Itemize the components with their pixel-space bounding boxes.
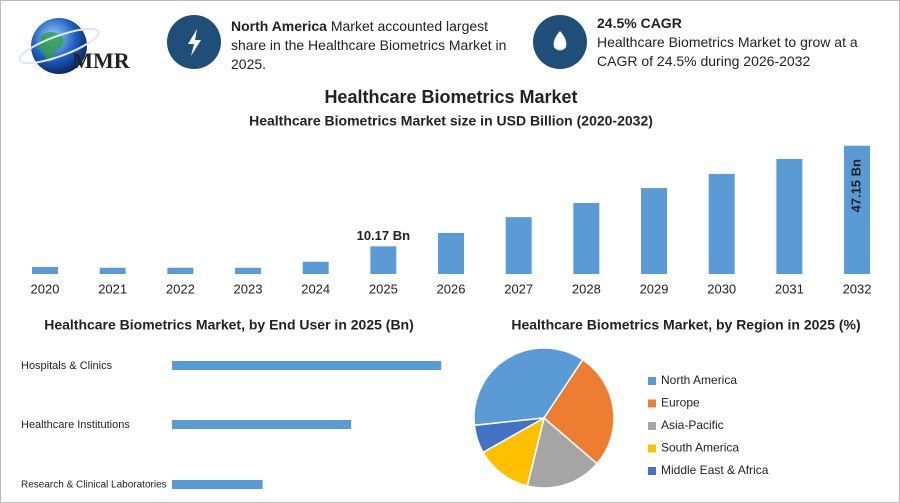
logo: MMR <box>18 18 131 74</box>
bar <box>573 203 600 274</box>
bar <box>167 267 194 274</box>
category-label: Research & Clinical Laboratories <box>21 480 167 491</box>
highlight-region: North America <box>231 18 327 34</box>
legend-swatch <box>648 377 656 385</box>
highlight-text: Market accounted largest share in the He… <box>231 18 507 72</box>
x-tick-label: 2027 <box>504 281 533 296</box>
category-label: Healthcare Institutions <box>21 419 130 431</box>
legend-swatch <box>648 444 656 453</box>
icon-glyph <box>188 29 201 56</box>
legend-swatch <box>648 399 656 408</box>
bar <box>438 232 465 274</box>
x-tick-label: 2028 <box>572 281 601 296</box>
x-tick-label: 2020 <box>31 281 60 296</box>
x-tick-label: 2025 <box>369 281 398 296</box>
bar <box>99 267 126 274</box>
x-tick-label: 2022 <box>166 281 195 296</box>
x-tick-label: 2031 <box>775 281 804 296</box>
bar <box>844 145 871 274</box>
bar <box>302 261 329 274</box>
bar <box>708 173 735 274</box>
bar <box>235 267 262 274</box>
data-label: 47.15 Bn <box>848 159 863 213</box>
bar <box>172 420 352 429</box>
bar <box>172 480 263 489</box>
bar <box>776 158 803 274</box>
x-tick-label: 2024 <box>301 281 330 296</box>
x-tick-label: 2023 <box>234 281 263 296</box>
bar <box>370 246 397 274</box>
legend-label: Asia-Pacific <box>661 418 724 432</box>
legend-swatch <box>648 422 656 430</box>
category-label: Hospitals & Clinics <box>21 360 113 372</box>
pie-slice <box>473 347 584 427</box>
chart-title: Healthcare Biometrics Market, by Region … <box>511 317 860 333</box>
icon-glyph <box>553 31 567 51</box>
pie-slice <box>543 358 615 465</box>
x-tick-label: 2021 <box>98 281 127 296</box>
bar <box>505 217 532 274</box>
highlight-left: North America Market accounted largest s… <box>231 17 521 74</box>
bar <box>172 361 442 370</box>
x-tick-label: 2026 <box>437 281 466 296</box>
legend-label: North America <box>661 373 737 387</box>
pie-slice <box>473 417 545 454</box>
x-tick-label: 2029 <box>640 281 669 296</box>
highlight-text: Healthcare Biometrics Market to grow at … <box>597 34 858 69</box>
data-label: 10.17 Bn <box>357 228 411 243</box>
x-tick-label: 2032 <box>843 281 872 296</box>
highlight-right: 24.5% CAGR Healthcare Biometrics Market t… <box>597 14 887 71</box>
bar <box>32 266 58 274</box>
bar <box>641 188 668 274</box>
legend-swatch <box>648 467 656 475</box>
highlight-title: 24.5% CAGR <box>597 15 682 31</box>
chart-title: Healthcare Biometrics Market, by End Use… <box>44 317 414 333</box>
pie-slice <box>526 416 599 489</box>
logo-text: MMR <box>72 48 131 73</box>
legend-label: Europe <box>661 396 700 410</box>
pie-slice <box>481 416 546 487</box>
legend-label: Middle East & Africa <box>661 463 769 477</box>
x-tick-label: 2030 <box>707 281 736 296</box>
chart-title: Healthcare Biometrics Market <box>324 87 577 107</box>
chart-subtitle: Healthcare Biometrics Market size in USD… <box>249 113 653 129</box>
legend-label: South America <box>661 441 739 455</box>
